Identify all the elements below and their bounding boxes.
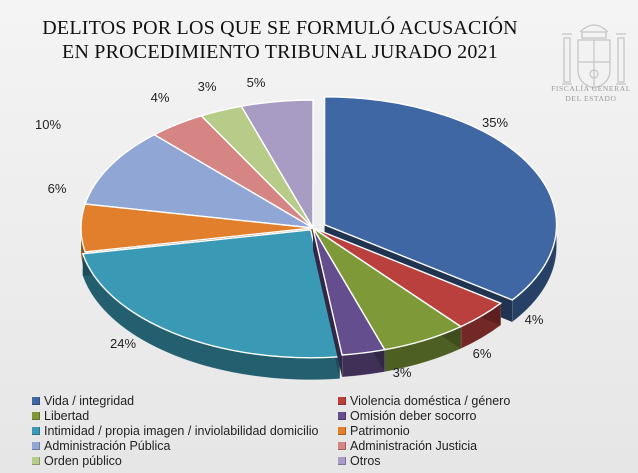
legend-item: Orden público	[32, 453, 338, 468]
pie-data-labels: 35% 4% 6% 3% 24% 6% 10% 4% 3% 5%	[35, 75, 544, 380]
legend-label: Orden público	[44, 453, 122, 468]
legend-swatch	[338, 456, 346, 465]
legend-item: Intimidad / propia imagen / inviolabilid…	[32, 423, 338, 438]
chart-title: DELITOS POR LOS QUE SE FORMULÓ ACUSACIÓN…	[40, 16, 520, 64]
data-label: 3%	[393, 365, 412, 380]
pie-slice-top	[312, 227, 386, 356]
chart-title-line-2: EN PROCEDIMIENTO TRIBUNAL JURADO 2021	[62, 41, 498, 63]
data-label: 6%	[48, 181, 67, 196]
legend-item: Violencia doméstica / género	[338, 393, 628, 408]
legend-swatch	[32, 441, 40, 450]
legend-label: Violencia doméstica / género	[350, 393, 511, 408]
legend-label: Omisión deber socorro	[350, 408, 477, 423]
pie-slice	[81, 229, 341, 381]
legend-label: Vida / integridad	[44, 393, 135, 408]
seal-caption: FISCALÍA GENERAL DEL ESTADO	[548, 84, 634, 104]
legend-item: Administración Justicia	[338, 438, 628, 453]
data-label: 35%	[482, 115, 508, 130]
data-label: 6%	[473, 346, 492, 361]
legend-swatch	[32, 426, 40, 435]
data-label: 24%	[110, 336, 136, 351]
pie-slice-top	[84, 133, 314, 229]
legend-item: Otros	[338, 453, 628, 468]
data-label: 5%	[247, 75, 266, 90]
chart-legend: Vida / integridad Violencia doméstica / g…	[32, 393, 632, 468]
legend-item: Libertad	[32, 408, 338, 423]
pie-slice-wall	[313, 228, 343, 377]
legend-label: Libertad	[44, 408, 90, 423]
data-label: 10%	[35, 117, 61, 132]
pie-slice	[312, 227, 386, 378]
data-label: 3%	[198, 79, 217, 94]
legend-label: Patrimonio	[350, 423, 410, 438]
data-label: 4%	[151, 90, 170, 105]
legend-label: Administración Pública	[44, 438, 171, 453]
chart-title-line-1: DELITOS POR LOS QUE SE FORMULÓ ACUSACIÓN	[42, 17, 518, 39]
pie-slice-top	[80, 203, 314, 253]
legend-swatch	[338, 396, 346, 405]
legend-label: Otros	[350, 453, 381, 468]
legend-item: Omisión deber socorro	[338, 408, 628, 423]
pie-slice-top	[81, 229, 341, 359]
legend-label: Administración Justicia	[350, 438, 478, 453]
seal-caption-line-1: FISCALÍA GENERAL	[551, 84, 631, 93]
legend-swatch	[338, 441, 346, 450]
legend-swatch	[338, 426, 346, 435]
legend-item: Patrimonio	[338, 423, 628, 438]
legend-swatch	[32, 396, 40, 405]
legend-label: Intimidad / propia imagen / inviolabilid…	[44, 423, 319, 438]
legend-swatch	[338, 411, 346, 420]
pie-slice-top	[323, 96, 558, 301]
coat-of-arms-logo	[562, 24, 626, 89]
legend-item: Vida / integridad	[32, 393, 338, 408]
pie-slices	[80, 96, 558, 381]
data-label: 4%	[525, 312, 544, 327]
legend-item: Administración Pública	[32, 438, 338, 453]
legend-swatch	[32, 411, 40, 420]
seal-caption-line-2: DEL ESTADO	[565, 94, 617, 103]
legend-swatch	[32, 456, 40, 465]
